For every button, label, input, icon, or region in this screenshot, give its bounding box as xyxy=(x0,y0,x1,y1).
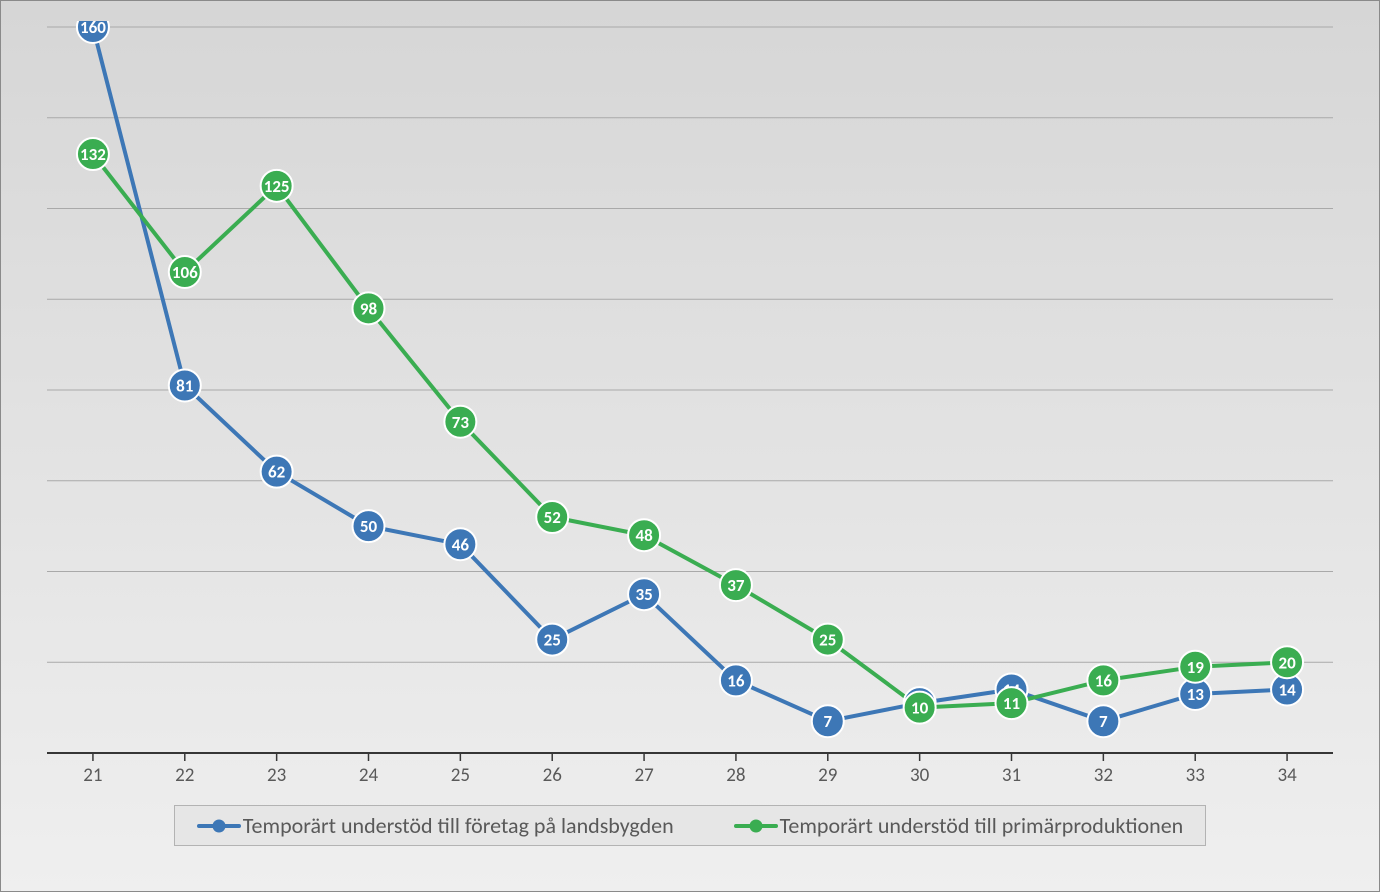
series-line-0 xyxy=(93,27,1287,721)
series-markers: 1608162504625351671114713141321061259873… xyxy=(77,21,1303,737)
data-point: 98 xyxy=(353,292,385,324)
data-point: 62 xyxy=(261,456,293,488)
legend-item: Temporärt understöd till företag på land… xyxy=(197,812,674,839)
data-point: 16 xyxy=(720,664,752,696)
x-tick-label: 27 xyxy=(634,764,654,787)
data-point: 37 xyxy=(720,569,752,601)
data-point: 7 xyxy=(1087,705,1119,737)
x-tick-label: 34 xyxy=(1277,764,1297,787)
legend-container: Temporärt understöd till företag på land… xyxy=(25,805,1355,846)
x-tick-label: 26 xyxy=(543,764,562,787)
data-point: 132 xyxy=(77,138,109,170)
grid-lines xyxy=(47,27,1333,662)
x-tick-label: 25 xyxy=(451,764,470,787)
legend-swatch xyxy=(197,815,241,837)
data-point: 35 xyxy=(628,578,660,610)
x-tick-label: 31 xyxy=(1002,764,1021,787)
legend: Temporärt understöd till företag på land… xyxy=(174,805,1206,846)
legend-swatch xyxy=(734,815,778,837)
data-point: 10 xyxy=(904,692,936,724)
series-lines xyxy=(93,27,1287,721)
data-point: 25 xyxy=(536,624,568,656)
legend-item: Temporärt understöd till primärproduktio… xyxy=(734,812,1184,839)
data-point: 73 xyxy=(444,406,476,438)
data-point: 16 xyxy=(1087,664,1119,696)
data-point: 48 xyxy=(628,519,660,551)
legend-label: Temporärt understöd till företag på land… xyxy=(243,812,674,839)
x-tick-label: 33 xyxy=(1186,764,1205,787)
series-line-1 xyxy=(93,154,1287,708)
x-tick-label: 23 xyxy=(267,764,286,787)
x-tick-label: 24 xyxy=(359,764,379,787)
legend-label: Temporärt understöd till primärproduktio… xyxy=(780,812,1184,839)
x-tick-label: 22 xyxy=(175,764,194,787)
plot-area: 21 22 23 24 25 26 27 28 29 30 31 32 33 34 160 81 62 50 46 2… xyxy=(25,21,1355,789)
x-tick-label: 29 xyxy=(818,764,837,787)
x-tick-label: 30 xyxy=(910,764,930,787)
data-point: 19 xyxy=(1179,651,1211,683)
data-point: 20 xyxy=(1271,646,1303,678)
data-point: 46 xyxy=(444,528,476,560)
data-point: 52 xyxy=(536,501,568,533)
data-point: 7 xyxy=(812,705,844,737)
data-point: 106 xyxy=(169,256,201,288)
data-point: 50 xyxy=(353,510,385,542)
data-point: 81 xyxy=(169,369,201,401)
x-tick-label: 28 xyxy=(726,764,745,787)
x-ticks: 21 22 23 24 25 26 27 28 29 30 31 32 33 34 xyxy=(83,753,1297,787)
chart-frame: 21 22 23 24 25 26 27 28 29 30 31 32 33 34 160 81 62 50 46 2… xyxy=(0,0,1380,892)
line-chart: 21 22 23 24 25 26 27 28 29 30 31 32 33 34 160 81 62 50 46 2… xyxy=(25,21,1355,789)
data-point: 125 xyxy=(261,170,293,202)
x-tick-label: 21 xyxy=(83,764,102,787)
data-point: 11 xyxy=(996,687,1028,719)
data-point: 25 xyxy=(812,624,844,656)
x-tick-label: 32 xyxy=(1094,764,1113,787)
data-point: 160 xyxy=(77,21,109,43)
